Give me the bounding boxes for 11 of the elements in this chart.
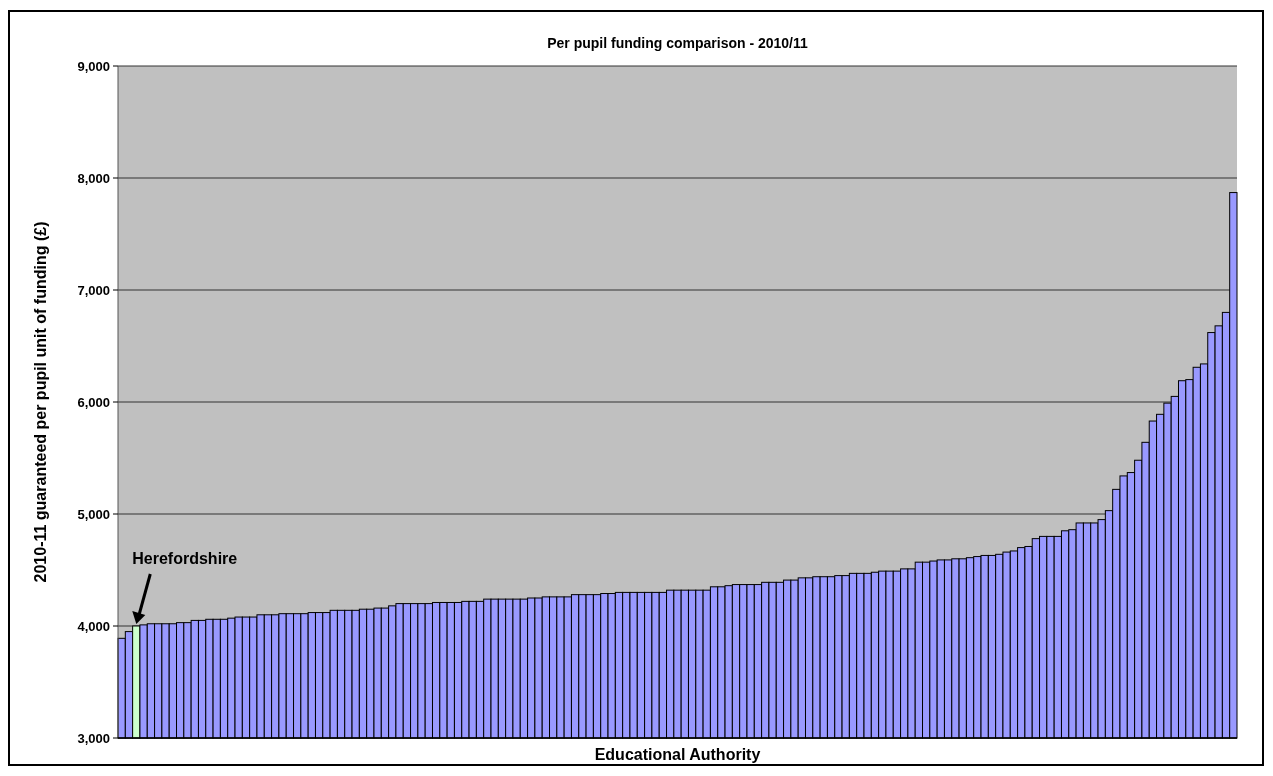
annotation: Herefordshire — [132, 550, 238, 567]
y-tick-label: 4,000 — [77, 618, 110, 634]
y-tick-label: 6,000 — [77, 394, 110, 410]
y-tick-label: 8,000 — [77, 170, 110, 186]
y-tick-label: 9,000 — [77, 58, 110, 74]
y-tick-label: 3,000 — [77, 730, 110, 746]
x-axis-title: Educational Authority — [594, 746, 761, 763]
chart-title: Per pupil funding comparison - 2010/11 — [547, 35, 809, 51]
y-axis-title: 2010-11 guaranteed per pupil unit of funding (£) — [32, 221, 49, 583]
y-tick-label: 7,000 — [77, 282, 110, 298]
y-tick-label: 5,000 — [77, 506, 110, 522]
